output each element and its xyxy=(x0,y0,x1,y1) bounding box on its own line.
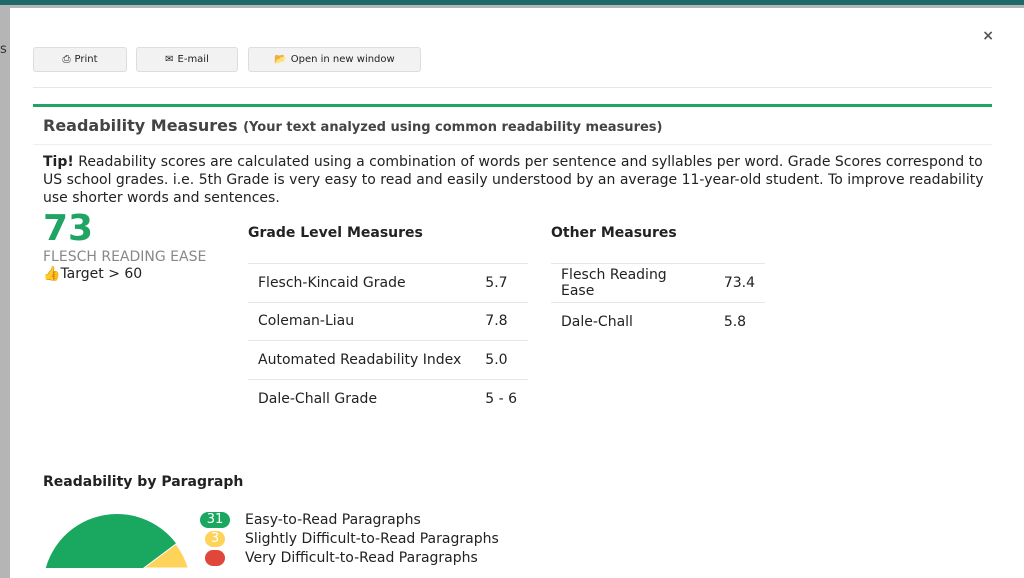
legend-item-slight: 3 Slightly Difficult-to-Read Paragraphs xyxy=(200,530,499,548)
grade-heading: Grade Level Measures xyxy=(248,225,423,241)
measure-value: 5.7 xyxy=(475,263,528,302)
measure-name: Automated Readability Index xyxy=(248,340,476,379)
paragraph-chart-area: 31 Easy-to-Read Paragraphs 3 Slightly Diff… xyxy=(10,508,1024,568)
legend-label: Slightly Difficult-to-Read Paragraphs xyxy=(245,531,499,547)
print-button[interactable]: ⎙ Print xyxy=(33,47,127,72)
grade-table: Flesch-Kincaid Grade 5.7 Coleman-Liau 7.8 … xyxy=(248,263,528,418)
thumbs-up-icon: 👍 xyxy=(43,266,61,282)
title-text: Readability Measures xyxy=(43,116,238,135)
tip-label: Tip! xyxy=(43,154,74,170)
email-button[interactable]: ✉ E-mail xyxy=(136,47,238,72)
measure-name: Dale-Chall xyxy=(551,301,714,341)
measure-value: 5 - 6 xyxy=(475,378,528,418)
table-row: Automated Readability Index 5.0 xyxy=(248,340,528,379)
print-label: Print xyxy=(74,54,98,65)
legend-item-easy: 31 Easy-to-Read Paragraphs xyxy=(200,511,421,529)
folder-open-icon: 📂 xyxy=(274,54,287,65)
legend-label: Easy-to-Read Paragraphs xyxy=(245,512,421,528)
count-badge: 31 xyxy=(200,512,230,528)
measure-name: Dale-Chall Grade xyxy=(248,378,476,418)
accent-rule xyxy=(33,104,992,107)
score-target: 👍Target > 60 xyxy=(43,266,142,282)
table-row: Dale-Chall Grade 5 - 6 xyxy=(248,378,528,418)
table-row: Coleman-Liau 7.8 xyxy=(248,301,528,341)
other-heading: Other Measures xyxy=(551,225,677,241)
open-label: Open in new window xyxy=(290,54,395,65)
other-table: Flesch Reading Ease 73.4 Dale-Chall 5.8 xyxy=(551,263,765,341)
measure-value: 5.8 xyxy=(713,301,765,341)
measure-value: 5.0 xyxy=(475,340,528,379)
count-badge: 3 xyxy=(205,531,225,547)
measure-value: 7.8 xyxy=(475,301,528,341)
score-value: 73 xyxy=(43,208,94,249)
tip-body: Readability scores are calculated using … xyxy=(43,154,984,206)
email-label: E-mail xyxy=(177,54,209,65)
legend-label: Very Difficult-to-Read Paragraphs xyxy=(245,550,478,566)
printer-icon: ⎙ xyxy=(62,54,71,65)
table-row: Flesch-Kincaid Grade 5.7 xyxy=(248,263,528,302)
target-text: Target > 60 xyxy=(60,266,143,282)
score-label: FLESCH READING EASE xyxy=(43,249,207,265)
top-bar xyxy=(0,0,1024,5)
measure-name: Flesch Reading Ease xyxy=(551,263,714,302)
table-row: Flesch Reading Ease 73.4 xyxy=(551,263,765,302)
legend-item-very: Very Difficult-to-Read Paragraphs xyxy=(200,549,478,567)
pie-slice-slight xyxy=(142,543,189,568)
divider xyxy=(33,87,992,88)
divider xyxy=(33,144,992,145)
measure-name: Coleman-Liau xyxy=(248,301,476,341)
tip-text: Tip! Readability scores are calculated u… xyxy=(43,153,993,207)
paragraph-heading: Readability by Paragraph xyxy=(43,474,244,490)
background-text: s xyxy=(0,42,7,57)
measure-value: 73.4 xyxy=(713,263,765,302)
readability-modal: × ⎙ Print ✉ E-mail 📂 Open in new window Rea… xyxy=(10,8,1024,578)
measure-name: Flesch-Kincaid Grade xyxy=(248,263,476,302)
paragraph-pie-chart xyxy=(45,513,189,568)
close-button[interactable]: × xyxy=(982,28,994,44)
subtitle-text: (Your text analyzed using common readabi… xyxy=(243,120,663,135)
section-title: Readability Measures (Your text analyzed… xyxy=(43,116,662,135)
envelope-icon: ✉ xyxy=(165,54,174,65)
table-row: Dale-Chall 5.8 xyxy=(551,301,765,341)
open-new-window-button[interactable]: 📂 Open in new window xyxy=(248,47,421,72)
pie-slice-easy xyxy=(45,513,189,568)
count-badge xyxy=(205,550,225,566)
